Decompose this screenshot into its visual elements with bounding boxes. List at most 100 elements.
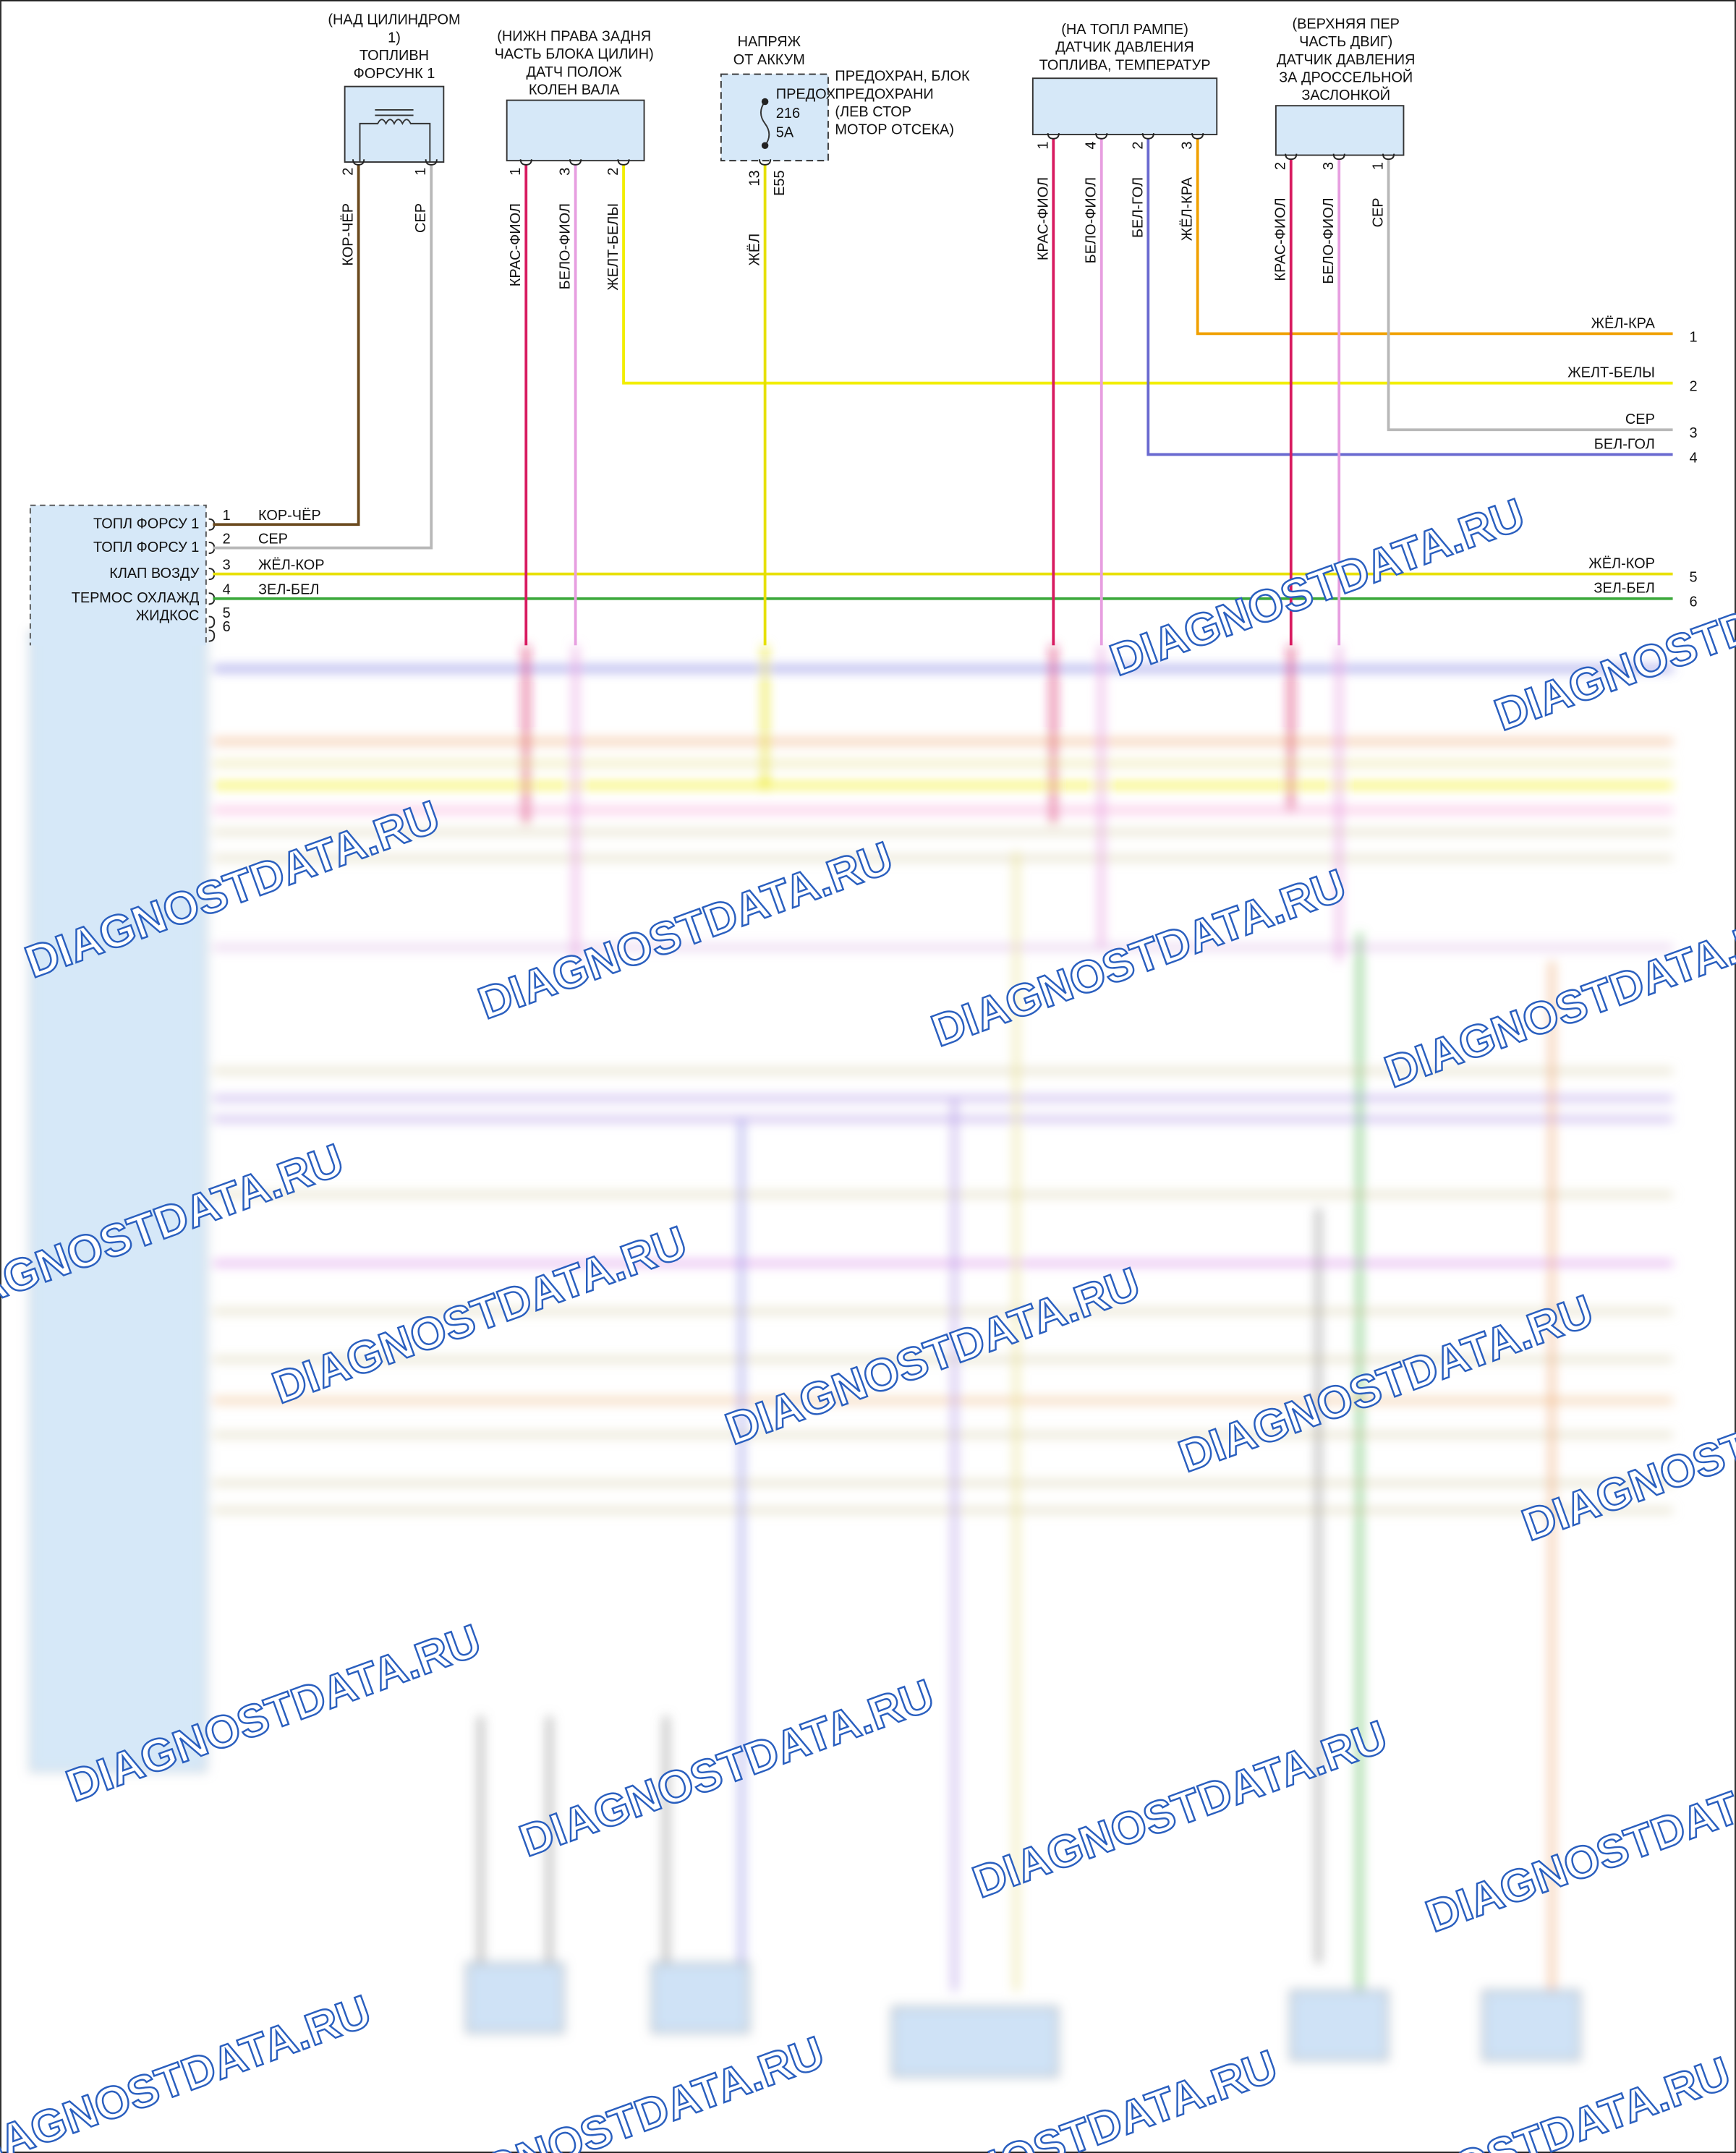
wire (213, 164, 360, 526)
pin-terminal (1047, 133, 1060, 140)
pin-label: КЛАП ВОЗДУ (109, 566, 199, 581)
pin-number: 3 (223, 557, 231, 573)
pin-terminal (1095, 133, 1108, 140)
sharp-area: 1 ТОПЛ ФОРСУ 1 КОР-ЧЁР 2 ТОПЛ ФОРСУ 1 СЕР 3 КЛА… (29, 12, 1698, 646)
pin-number: 3 (1180, 142, 1196, 150)
component-label: (НИЖН ПРАВА ЗАДНЯ (497, 29, 651, 45)
pin-number: 1 (508, 168, 524, 176)
wire (1146, 138, 1673, 456)
pin-number: 2 (341, 168, 357, 176)
wire-label: КРАС-ФИОЛ (508, 203, 524, 286)
component-label: ЧАСТЬ БЛОКА ЦИЛИН) (495, 46, 654, 62)
pin-terminal (519, 159, 532, 166)
wire-label: ЖЕЛТ-БЕЛЫ (605, 203, 621, 291)
wire-label: КРАС-ФИОЛ (1273, 197, 1289, 281)
wire-label: СЕР (258, 531, 288, 547)
pin-terminal (1141, 133, 1154, 140)
wire-label: КОР-ЧЁР (341, 203, 357, 266)
fuse-inner: 5A (776, 124, 794, 140)
component-label: ЗАСЛОНКОЙ (1301, 86, 1390, 103)
output-number: 4 (1690, 450, 1698, 466)
wire-label: СЕР (1371, 197, 1387, 227)
wire-label: БЕЛО-ФИОЛ (1084, 177, 1099, 263)
pin-terminal (208, 615, 216, 628)
component-label: 1) (388, 30, 401, 46)
injector-symbol (359, 108, 431, 163)
output-number: 5 (1690, 570, 1698, 586)
fuse-inner: ПРЕДОХ (776, 86, 835, 102)
fuse-title: ОТ АККУМ (733, 52, 805, 68)
fuse-label: ПРЕДОХРАНИ (835, 86, 933, 102)
output-number: 3 (1690, 425, 1698, 441)
pin-number: 2 (1130, 142, 1146, 150)
wire-label: ЗЕЛ-БЕЛ (258, 582, 319, 598)
pin-number: 13 (747, 170, 763, 186)
component-label: ДАТЧ ПОЛОЖ (527, 64, 623, 80)
wire-label: КРАС-ФИОЛ (1035, 177, 1051, 260)
blurred-component (466, 1963, 564, 2033)
pin-number: 2 (605, 168, 621, 176)
pin-terminal (1382, 153, 1395, 161)
pin-number: 1 (413, 168, 429, 176)
pin-terminal (208, 629, 216, 642)
output-number: 6 (1690, 594, 1698, 610)
wire-label: ЖЁЛ-КОР (258, 557, 325, 573)
fuse-label: (ЛЕВ СТОР (835, 104, 911, 120)
wire-label: БЕЛ-ГОЛ (1130, 177, 1146, 238)
wire (1387, 159, 1673, 432)
pin-number: 1 (223, 508, 231, 524)
output-wire-label: СЕР (1625, 412, 1655, 427)
component-label: ЧАСТЬ ДВИГ) (1299, 34, 1392, 50)
pin-label: ЖИДКОС (136, 608, 199, 624)
pin-label: ТЕРМОС ОХЛАЖД (72, 590, 200, 606)
fuse-node (761, 98, 769, 106)
pin-terminal (352, 159, 365, 166)
component-label: ФОРСУНК 1 (354, 66, 435, 82)
fuse-label: ПРЕДОХРАН, БЛОК (835, 69, 970, 85)
pin-number: 1 (1035, 142, 1051, 150)
terminal-label: E55 (772, 170, 788, 195)
wire-label: СЕР (413, 203, 429, 233)
component-label: (НА ТОПЛ РАМПЕ) (1061, 22, 1188, 38)
pin-label: ТОПЛ ФОРСУ 1 (93, 516, 199, 532)
fuse-node (761, 142, 769, 149)
pin-number: 5 (223, 605, 231, 621)
pin-terminal (759, 159, 772, 166)
component-label: ТОПЛИВН (359, 48, 429, 64)
wire (622, 164, 1673, 385)
pin-terminal (1191, 133, 1204, 140)
output-wire-label: ЖЕЛТ-БЕЛЫ (1567, 365, 1655, 381)
pin-number: 1 (1371, 162, 1387, 170)
output-number: 2 (1690, 379, 1698, 395)
component-box (1031, 77, 1218, 136)
component-label: КОЛЕН ВАЛА (529, 82, 620, 98)
blurred-area (29, 631, 1673, 2077)
fuse-label: МОТОР ОТСЕКА) (835, 122, 954, 138)
fuse-title: НАПРЯЖ (738, 34, 801, 50)
pin-number: 3 (558, 168, 574, 176)
wire (1196, 138, 1673, 336)
output-wire-label: ЖЁЛ-КОР (1588, 556, 1655, 572)
output-number: 1 (1690, 329, 1698, 345)
output-wire-label: БЕЛ-ГОЛ (1594, 436, 1655, 452)
pin-terminal (1285, 153, 1298, 161)
component-label: (НАД ЦИЛИНДРОМ (328, 12, 460, 28)
blurred-component (892, 2006, 1058, 2077)
blurred-component (1482, 1990, 1580, 2060)
pin-number: 4 (223, 582, 231, 598)
ecm-box (29, 504, 207, 646)
fuse-inner: 216 (776, 106, 800, 121)
output-wire-label: ЗЕЛ-БЕЛ (1594, 581, 1654, 597)
pin-terminal (425, 159, 438, 166)
component-label: ДАТЧИК ДАВЛЕНИЯ (1277, 52, 1415, 68)
pin-terminal (569, 159, 582, 166)
component-label: ТОПЛИВА, ТЕМПЕРАТУР (1039, 57, 1211, 73)
component-label: ЗА ДРОССЕЛЬНОЙ (1279, 68, 1413, 85)
component-box (506, 99, 645, 162)
wire-label: ЖЁЛ-КРА (1180, 176, 1196, 241)
pin-number: 3 (1321, 162, 1337, 170)
blurred-component (1290, 1990, 1388, 2060)
